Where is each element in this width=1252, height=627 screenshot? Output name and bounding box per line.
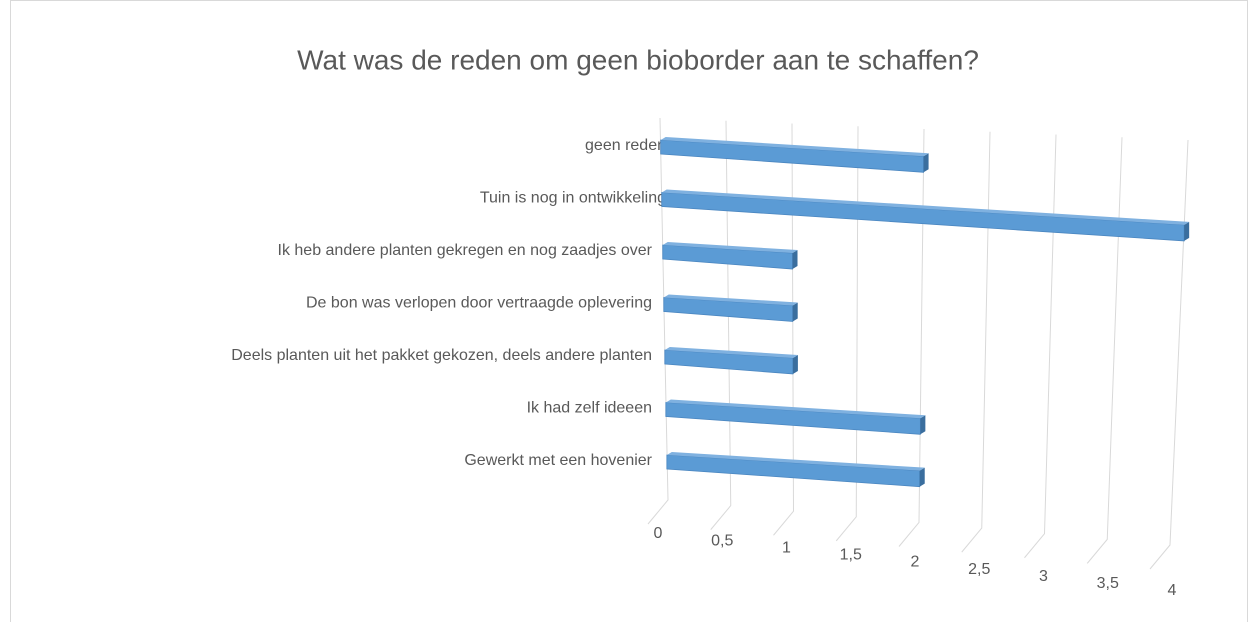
bar [666, 452, 925, 488]
grid-line [1149, 139, 1189, 570]
chart-title: Wat was de reden om geen bioborder aan t… [297, 44, 979, 75]
y-tick-label: Tuin is nog in ontwikkeling [480, 190, 666, 207]
x-tick-label: 2 [911, 554, 920, 571]
chart-frame [10, 0, 1248, 627]
bar [663, 294, 798, 322]
y-tick-label: Deels planten uit het pakket gekozen, de… [231, 347, 652, 364]
x-tick-label: 2,5 [968, 561, 990, 578]
y-tick-label: Ik heb andere planten gekregen en nog za… [278, 242, 653, 259]
x-tick-label: 1,5 [840, 547, 862, 564]
y-tick-label: geen reden [585, 137, 666, 154]
bar [661, 189, 1190, 242]
grid-line [1086, 137, 1123, 564]
bar [660, 137, 929, 173]
x-tick-label: 0,5 [711, 532, 733, 549]
x-tick-label: 1 [782, 539, 791, 556]
y-tick-label: Gewerkt met een hovenier [464, 452, 652, 469]
bar [662, 242, 798, 270]
x-tick-label: 0 [654, 525, 663, 542]
x-tick-label: 4 [1168, 582, 1177, 599]
grid-line [961, 131, 991, 553]
y-tick-label: Ik had zelf ideeen [527, 400, 652, 417]
grid-line [835, 126, 859, 542]
grid-line [898, 128, 925, 547]
bar [664, 347, 798, 375]
x-tick-label: 3,5 [1097, 575, 1119, 592]
x-tick-label: 3 [1039, 568, 1048, 585]
grid-line [1024, 134, 1057, 559]
y-tick-label: De bon was verlopen door vertraagde ople… [306, 295, 652, 312]
bar [665, 399, 926, 435]
